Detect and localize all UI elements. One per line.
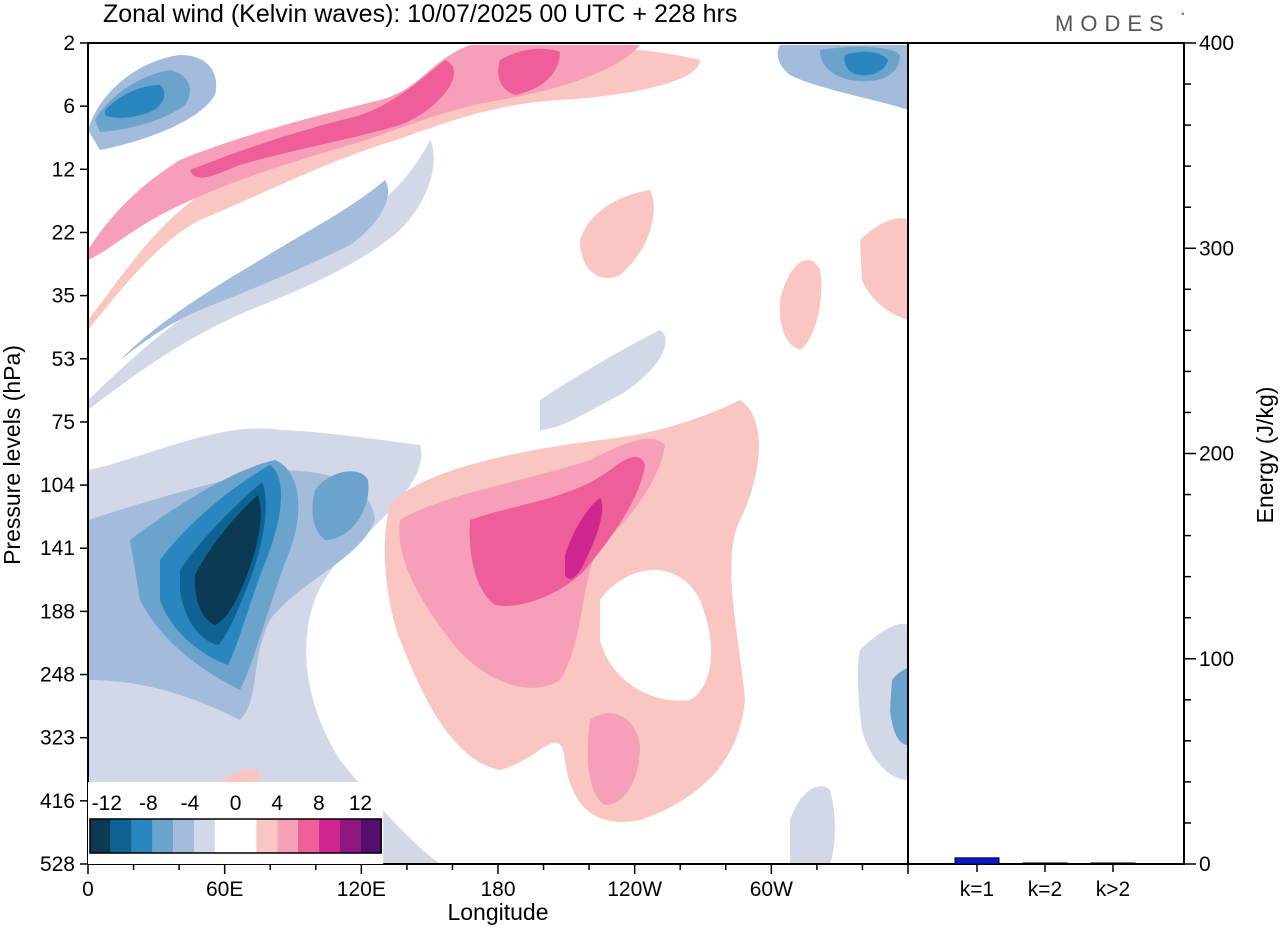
energy-bars: k=1 k=2 k>2 <box>954 857 1136 901</box>
field-right-positive-light <box>779 260 822 350</box>
energy-axis: 0 100 200 300 400 <box>1184 32 1234 876</box>
y-tick-label: 188 <box>40 600 75 623</box>
y-tick-label: 141 <box>40 537 75 560</box>
energy-tick-label: 200 <box>1199 443 1234 466</box>
energy-axis-label: Energy (J/kg) <box>1252 387 1278 524</box>
colorbar-label: 12 <box>349 792 372 815</box>
y-tick-label: 22 <box>52 221 75 244</box>
y-tick-label: 248 <box>40 664 75 687</box>
colorbar-frame <box>89 818 382 854</box>
colorbar-label: -12 <box>92 792 122 815</box>
brand-logo-mark: ° <box>1181 11 1185 21</box>
y-tick-label: 2 <box>63 32 75 55</box>
energy-tick-label: 0 <box>1199 853 1211 876</box>
x-tick-label: 120W <box>607 878 662 901</box>
energy-bar <box>1090 862 1136 865</box>
x-tick-label: 0 <box>82 878 94 901</box>
chart-title: Zonal wind (Kelvin waves): 10/07/2025 00… <box>103 0 737 28</box>
colorbar-label: 8 <box>313 792 325 815</box>
energy-tick-label: 100 <box>1199 648 1234 671</box>
field-right-negative-light <box>857 623 908 780</box>
colorbar-swatch <box>90 819 111 853</box>
brand-logo: MODES <box>1055 11 1171 36</box>
colorbar-label: 4 <box>271 792 283 815</box>
field-lower-negative-light <box>790 786 835 864</box>
energy-bar-label: k>2 <box>1096 878 1130 901</box>
y-tick-label: 528 <box>40 853 75 876</box>
field-top-left-negative-strong <box>105 85 165 118</box>
field-negative-core <box>194 495 261 625</box>
y-tick-label: 75 <box>52 411 75 434</box>
field-positive-mid-2 <box>587 713 640 805</box>
colorbar-swatch <box>360 819 382 853</box>
y-tick-label: 53 <box>52 348 75 371</box>
y-axis: 2 6 12 22 35 53 75 104 141 188 248 323 416 528 <box>40 32 88 876</box>
field-upper-positive-strong <box>190 60 455 178</box>
colorbar-swatch <box>339 819 361 853</box>
energy-tick-label: 300 <box>1199 237 1234 260</box>
y-tick-label: 416 <box>40 790 75 813</box>
colorbar-swatch <box>173 819 194 853</box>
colorbar-label: -4 <box>181 792 200 815</box>
x-tick-label: 120E <box>337 878 386 901</box>
colorbar-label: -8 <box>139 792 158 815</box>
colorbar-swatch <box>235 819 257 853</box>
colorbar-swatch <box>298 819 319 853</box>
colorbar-swatch <box>256 819 278 853</box>
colorbar-swatch <box>277 819 298 853</box>
x-tick-label: 180 <box>480 878 515 901</box>
colorbar-swatch <box>214 819 236 853</box>
colorbar-swatch <box>110 819 132 853</box>
y-tick-label: 35 <box>52 285 75 308</box>
colorbar: -12 -8 -4 0 4 8 12 <box>88 782 384 864</box>
field-top-right-negative-strong <box>844 51 888 76</box>
y-tick-label: 323 <box>40 727 75 750</box>
colorbar-swatch <box>152 819 174 853</box>
field-mid-negative-light <box>540 330 666 430</box>
colorbar-swatch <box>194 819 215 853</box>
energy-bar <box>954 857 1000 865</box>
field-right-negative-mid <box>890 668 908 745</box>
colorbar-swatch <box>318 819 340 853</box>
field-positive-core <box>565 498 603 579</box>
y-tick-label: 12 <box>52 158 75 181</box>
y-tick-label: 104 <box>40 474 75 497</box>
heatmap-field <box>88 45 908 864</box>
energy-tick-label: 400 <box>1199 32 1234 55</box>
energy-bar-label: k=2 <box>1028 878 1062 901</box>
x-axis: 0 60E 120E 180 120W 60W <box>82 864 909 901</box>
field-negative-mid-2 <box>312 471 369 540</box>
x-tick-label: 60E <box>206 878 243 901</box>
field-right-positive-light-2 <box>860 218 908 320</box>
colorbar-label: 0 <box>230 792 242 815</box>
field-positive-strong <box>469 456 645 606</box>
field-upper-positive-mid <box>88 45 640 260</box>
energy-bar <box>1022 862 1068 865</box>
field-hole <box>600 570 711 701</box>
y-axis-label: Pressure levels (hPa) <box>0 345 25 565</box>
field-upper-positive-strong-2 <box>498 48 560 95</box>
energy-panel-frame <box>907 42 1185 865</box>
field-mid-positive-light <box>580 190 654 279</box>
colorbar-swatch <box>131 819 153 853</box>
field-upper-negative-mid <box>120 180 389 360</box>
x-axis-label: Longitude <box>447 899 548 925</box>
y-tick-label: 6 <box>63 95 75 118</box>
energy-bar-label: k=1 <box>960 878 994 901</box>
x-tick-label: 60W <box>750 878 793 901</box>
